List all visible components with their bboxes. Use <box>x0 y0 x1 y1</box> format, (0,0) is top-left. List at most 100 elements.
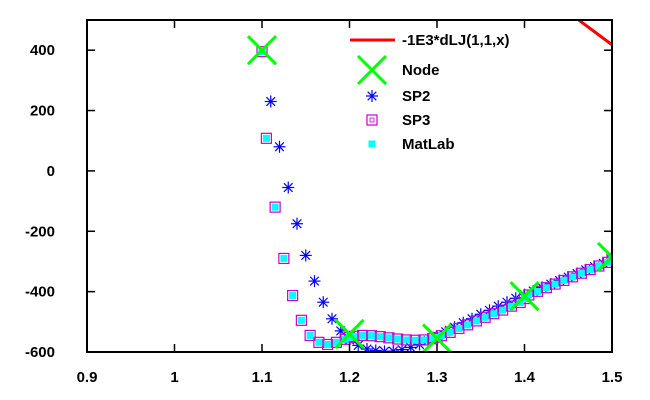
legend-item: Node <box>356 54 440 86</box>
matlab-point <box>359 331 367 339</box>
node-point <box>421 323 453 352</box>
sp3-outer <box>260 132 272 144</box>
node-point <box>246 35 278 66</box>
node-point <box>509 281 540 312</box>
matlab-point <box>271 203 279 211</box>
matlab-point <box>297 316 305 324</box>
matlab-point <box>472 317 480 325</box>
matlab-point <box>595 262 603 270</box>
sp2-point <box>273 140 286 153</box>
sp2-point <box>396 343 408 352</box>
matlab-point <box>385 334 393 342</box>
sp3-outer <box>518 292 531 305</box>
sp3-outer <box>256 46 268 58</box>
sp3-outer <box>295 314 307 326</box>
matlab-point <box>499 306 507 314</box>
sp3-inner <box>369 117 375 123</box>
matlab-point <box>521 295 528 303</box>
sp2-stroke <box>484 305 495 316</box>
y-tick-label: 400 <box>30 42 55 59</box>
sp2-stroke <box>266 96 276 107</box>
matlab-point <box>507 302 515 310</box>
sp3-outer <box>514 296 526 309</box>
matlab-point <box>376 333 384 341</box>
x-tick-label: 1.5 <box>602 369 623 386</box>
sp2-point <box>369 344 382 352</box>
sp3-outer <box>606 252 612 265</box>
matlab-point <box>368 140 376 148</box>
x-tick-label: 0.9 <box>77 369 98 386</box>
sp2-point <box>291 217 303 230</box>
sp3-outer <box>374 331 386 343</box>
sp3-outer <box>453 322 465 335</box>
legend-item: MatLab <box>368 136 455 153</box>
sp2-stroke <box>274 142 285 152</box>
node-stroke <box>356 54 388 86</box>
matlab-point <box>262 134 270 142</box>
legend-label: SP2 <box>402 88 430 105</box>
sp3-outer <box>392 333 404 345</box>
sp3-outer <box>575 267 587 279</box>
sp2-stroke <box>398 344 407 352</box>
sp3-outer <box>322 338 334 351</box>
matlab-point <box>569 273 577 281</box>
x-tick-label: 1.4 <box>514 369 536 386</box>
sp3-outer <box>278 252 290 265</box>
legend-item: SP3 <box>366 112 430 129</box>
sp2-stroke <box>476 309 486 320</box>
node-stroke <box>421 323 453 352</box>
sp2-stroke <box>367 91 377 101</box>
legend-label: Node <box>402 62 440 79</box>
matlab-point <box>551 280 559 288</box>
sp2-stroke <box>309 276 320 286</box>
sp2-stroke <box>353 340 363 351</box>
matlab-point <box>481 313 489 321</box>
sp3-outer <box>304 329 316 341</box>
sp3-outer <box>479 311 491 323</box>
matlab-point <box>367 332 375 340</box>
sp2-point <box>326 312 338 325</box>
node-stroke <box>334 318 365 349</box>
matlab-point <box>346 334 353 342</box>
y-tick-label: 200 <box>30 103 55 120</box>
y-tick-label: -600 <box>25 344 55 361</box>
node-point <box>356 54 388 86</box>
sp3-outer <box>418 334 430 346</box>
node-point <box>596 241 612 272</box>
x-tick-label: 1.3 <box>427 369 448 386</box>
sp3-outer <box>532 285 544 297</box>
sp3-outer <box>497 304 509 316</box>
matlab-point <box>490 310 498 318</box>
plot-area <box>246 20 612 352</box>
sp3-outer <box>540 282 552 294</box>
matlab-point <box>464 321 472 329</box>
x-tick-label: 1.1 <box>252 369 273 386</box>
sp2-point <box>264 95 277 108</box>
y-tick-label: -200 <box>25 223 55 240</box>
matlab-point <box>402 336 410 344</box>
sp2-point <box>366 90 378 102</box>
matlab-point <box>446 328 454 336</box>
sp2-point <box>282 181 295 194</box>
sp3-outer <box>584 264 596 276</box>
sp2-stroke <box>373 345 381 352</box>
sp2-stroke <box>327 314 337 324</box>
matlab-point <box>542 284 550 292</box>
matlab-point <box>411 336 419 344</box>
matlab-point <box>394 335 402 343</box>
sp3-point <box>366 114 378 126</box>
sp3-outer <box>602 256 612 268</box>
sp2-point <box>299 249 312 262</box>
node-stroke <box>596 241 612 260</box>
matlab-point <box>560 276 568 284</box>
matlab-point <box>332 338 340 346</box>
sp3-outer <box>366 114 378 126</box>
matlab-point <box>324 340 332 348</box>
matlab-point <box>280 254 288 262</box>
sp3-outer <box>567 271 579 283</box>
matlab-point <box>534 287 542 295</box>
legend: -1E3*dLJ(1,1,x) Node SP2 SP3 MatLab <box>350 32 510 153</box>
matlab-point <box>455 324 463 332</box>
